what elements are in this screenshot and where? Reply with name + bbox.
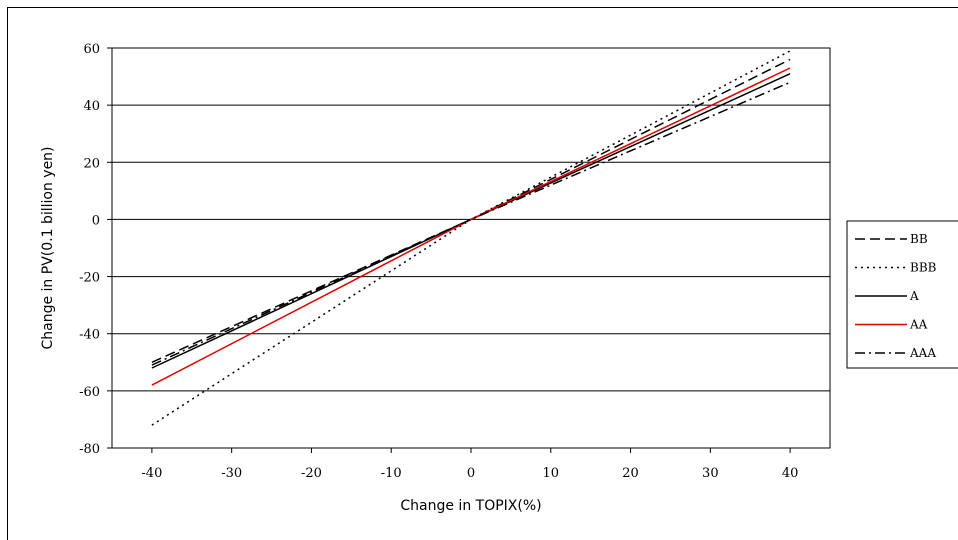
legend-label-bbb: BBB xyxy=(910,261,937,275)
x-tick-label: 20 xyxy=(622,466,639,481)
x-tick-label: 10 xyxy=(543,466,560,481)
plot-area xyxy=(111,47,831,449)
series-line-aa xyxy=(151,67,791,386)
legend-label-aa: AA xyxy=(909,318,928,332)
y-tick-label: 60 xyxy=(83,42,100,57)
x-tick-label: 0 xyxy=(467,466,475,481)
y-tick-label: -80 xyxy=(79,442,100,457)
chart-frame xyxy=(7,7,958,540)
legend-label-a: A xyxy=(909,289,919,303)
x-axis-title: Change in TOPIX(%) xyxy=(400,498,541,514)
y-tick-label: 0 xyxy=(92,213,100,228)
y-tick-label: 20 xyxy=(83,156,100,171)
series-lines xyxy=(151,50,791,426)
y-tick-label: -40 xyxy=(79,328,100,343)
legend-label-bb: BB xyxy=(910,232,928,246)
x-tick-label: -20 xyxy=(301,466,322,481)
x-tick-label: -40 xyxy=(141,466,162,481)
y-tick-label: 40 xyxy=(83,99,100,114)
legend-label-aaa: AAA xyxy=(909,346,936,360)
y-tick-label: -60 xyxy=(79,385,100,400)
y-tick-label: -20 xyxy=(79,271,100,286)
legend-box xyxy=(846,220,958,369)
series-line-aaa xyxy=(151,81,791,366)
y-tick-labels: -80 -60 -40 -20 0 20 40 60 xyxy=(79,42,112,457)
x-tick-label: -30 xyxy=(221,466,242,481)
x-tick-label: -10 xyxy=(381,466,402,481)
y-axis-title: Change in PV(0.1 billion yen) xyxy=(40,146,56,349)
x-tick-label: 40 xyxy=(782,466,799,481)
x-tick-label: 30 xyxy=(702,466,719,481)
x-tick-labels: -40 -30 -20 -10 0 10 20 30 40 xyxy=(141,448,798,481)
